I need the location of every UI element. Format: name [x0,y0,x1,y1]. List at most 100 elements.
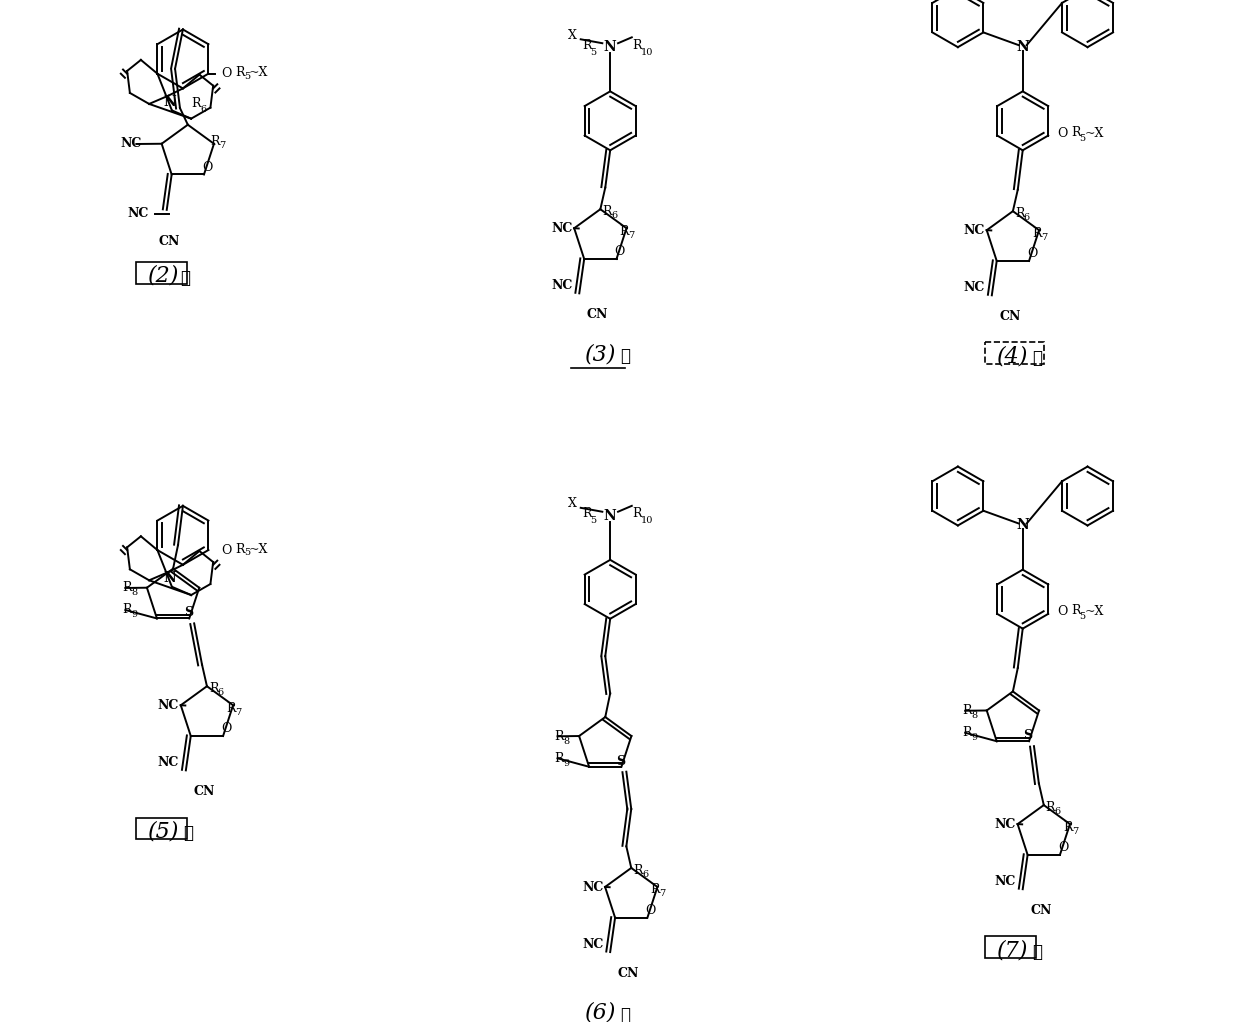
Text: ；: ； [1033,943,1043,961]
Text: NC: NC [582,881,604,893]
Text: ~X: ~X [249,543,268,556]
Text: R: R [620,225,629,238]
Text: R: R [632,39,641,52]
Text: (5): (5) [148,821,179,842]
Text: X: X [568,498,578,510]
Text: N: N [604,40,616,54]
Text: R: R [1063,821,1073,834]
Text: ~X: ~X [249,66,268,79]
Text: NC: NC [120,138,143,150]
Text: R: R [1071,126,1080,139]
Text: 7: 7 [660,889,666,898]
Text: CN: CN [159,235,180,247]
Text: R: R [962,727,972,739]
Text: O: O [1056,605,1068,618]
Bar [135,262,187,283]
Text: R: R [234,66,244,79]
Text: S: S [184,606,192,619]
Text: O: O [221,67,232,80]
Text: 10: 10 [641,48,653,56]
Text: 8: 8 [131,589,138,598]
Text: R: R [226,702,236,714]
Text: CN: CN [1030,904,1052,918]
Bar [135,818,187,839]
Text: N: N [1017,518,1029,532]
Text: N: N [164,95,176,108]
Text: 6: 6 [1024,214,1029,223]
Text: N: N [604,509,616,522]
Text: ~X: ~X [1085,127,1104,140]
Text: N: N [1017,40,1029,54]
Text: 5: 5 [244,549,250,557]
Text: ~X: ~X [1085,605,1104,618]
Text: NC: NC [552,279,573,292]
Text: R: R [554,730,564,743]
Text: O: O [614,245,625,259]
Text: O: O [1027,247,1038,261]
Text: 7: 7 [218,141,224,149]
Text: R: R [651,883,660,896]
Text: 5: 5 [1080,612,1086,621]
Text: R: R [208,683,218,696]
Text: R: R [583,507,593,520]
Text: 、: 、 [1033,350,1043,367]
Text: X: X [568,29,578,42]
Text: R: R [192,97,201,109]
Text: 9: 9 [971,733,977,742]
Bar [986,936,1037,958]
Bar [986,342,1044,364]
Text: 5: 5 [244,73,250,81]
Text: 、: 、 [182,824,193,842]
Text: 7: 7 [1071,827,1078,836]
Text: S: S [616,754,625,768]
Text: R: R [554,752,564,764]
Text: 5: 5 [1080,134,1086,143]
Text: 5: 5 [590,516,596,525]
Text: NC: NC [994,818,1016,831]
Text: CN: CN [618,967,639,980]
Text: O: O [645,904,656,917]
Text: R: R [1071,604,1080,617]
Text: R: R [123,603,131,616]
Text: CN: CN [587,309,608,322]
Text: NC: NC [552,222,573,235]
Text: R: R [1045,801,1055,815]
Text: 、: 、 [620,347,630,365]
Text: O: O [202,160,212,174]
Text: 6: 6 [201,104,207,113]
Text: N: N [164,571,176,585]
Text: 6: 6 [1054,807,1060,817]
Text: O: O [1058,841,1068,854]
Text: R: R [1014,207,1024,221]
Text: CN: CN [999,311,1021,323]
Text: R: R [634,865,642,877]
Text: (3): (3) [585,343,616,365]
Text: NC: NC [157,699,180,712]
Text: 10: 10 [641,516,653,525]
Text: NC: NC [963,224,985,237]
Text: 8: 8 [563,737,569,746]
Text: O: O [1056,127,1068,140]
Text: 5: 5 [590,48,596,56]
Text: R: R [210,135,219,148]
Text: 6: 6 [611,212,618,221]
Text: 9: 9 [131,610,138,619]
Text: 7: 7 [629,231,635,239]
Text: 6: 6 [218,689,224,697]
Text: R: R [123,582,131,595]
Text: R: R [234,543,244,556]
Text: O: O [221,544,232,557]
Text: 、: 、 [180,269,190,286]
Text: (4): (4) [997,345,1028,367]
Text: 7: 7 [236,707,242,716]
Text: R: R [632,507,641,520]
Text: CN: CN [193,786,215,798]
Text: R: R [1032,227,1042,240]
Text: R: R [603,205,611,219]
Text: O: O [221,723,232,736]
Text: R: R [962,704,972,717]
Text: 8: 8 [971,711,977,721]
Text: (6): (6) [585,1002,616,1022]
Text: 6: 6 [642,870,649,879]
Text: S: S [1023,729,1033,742]
